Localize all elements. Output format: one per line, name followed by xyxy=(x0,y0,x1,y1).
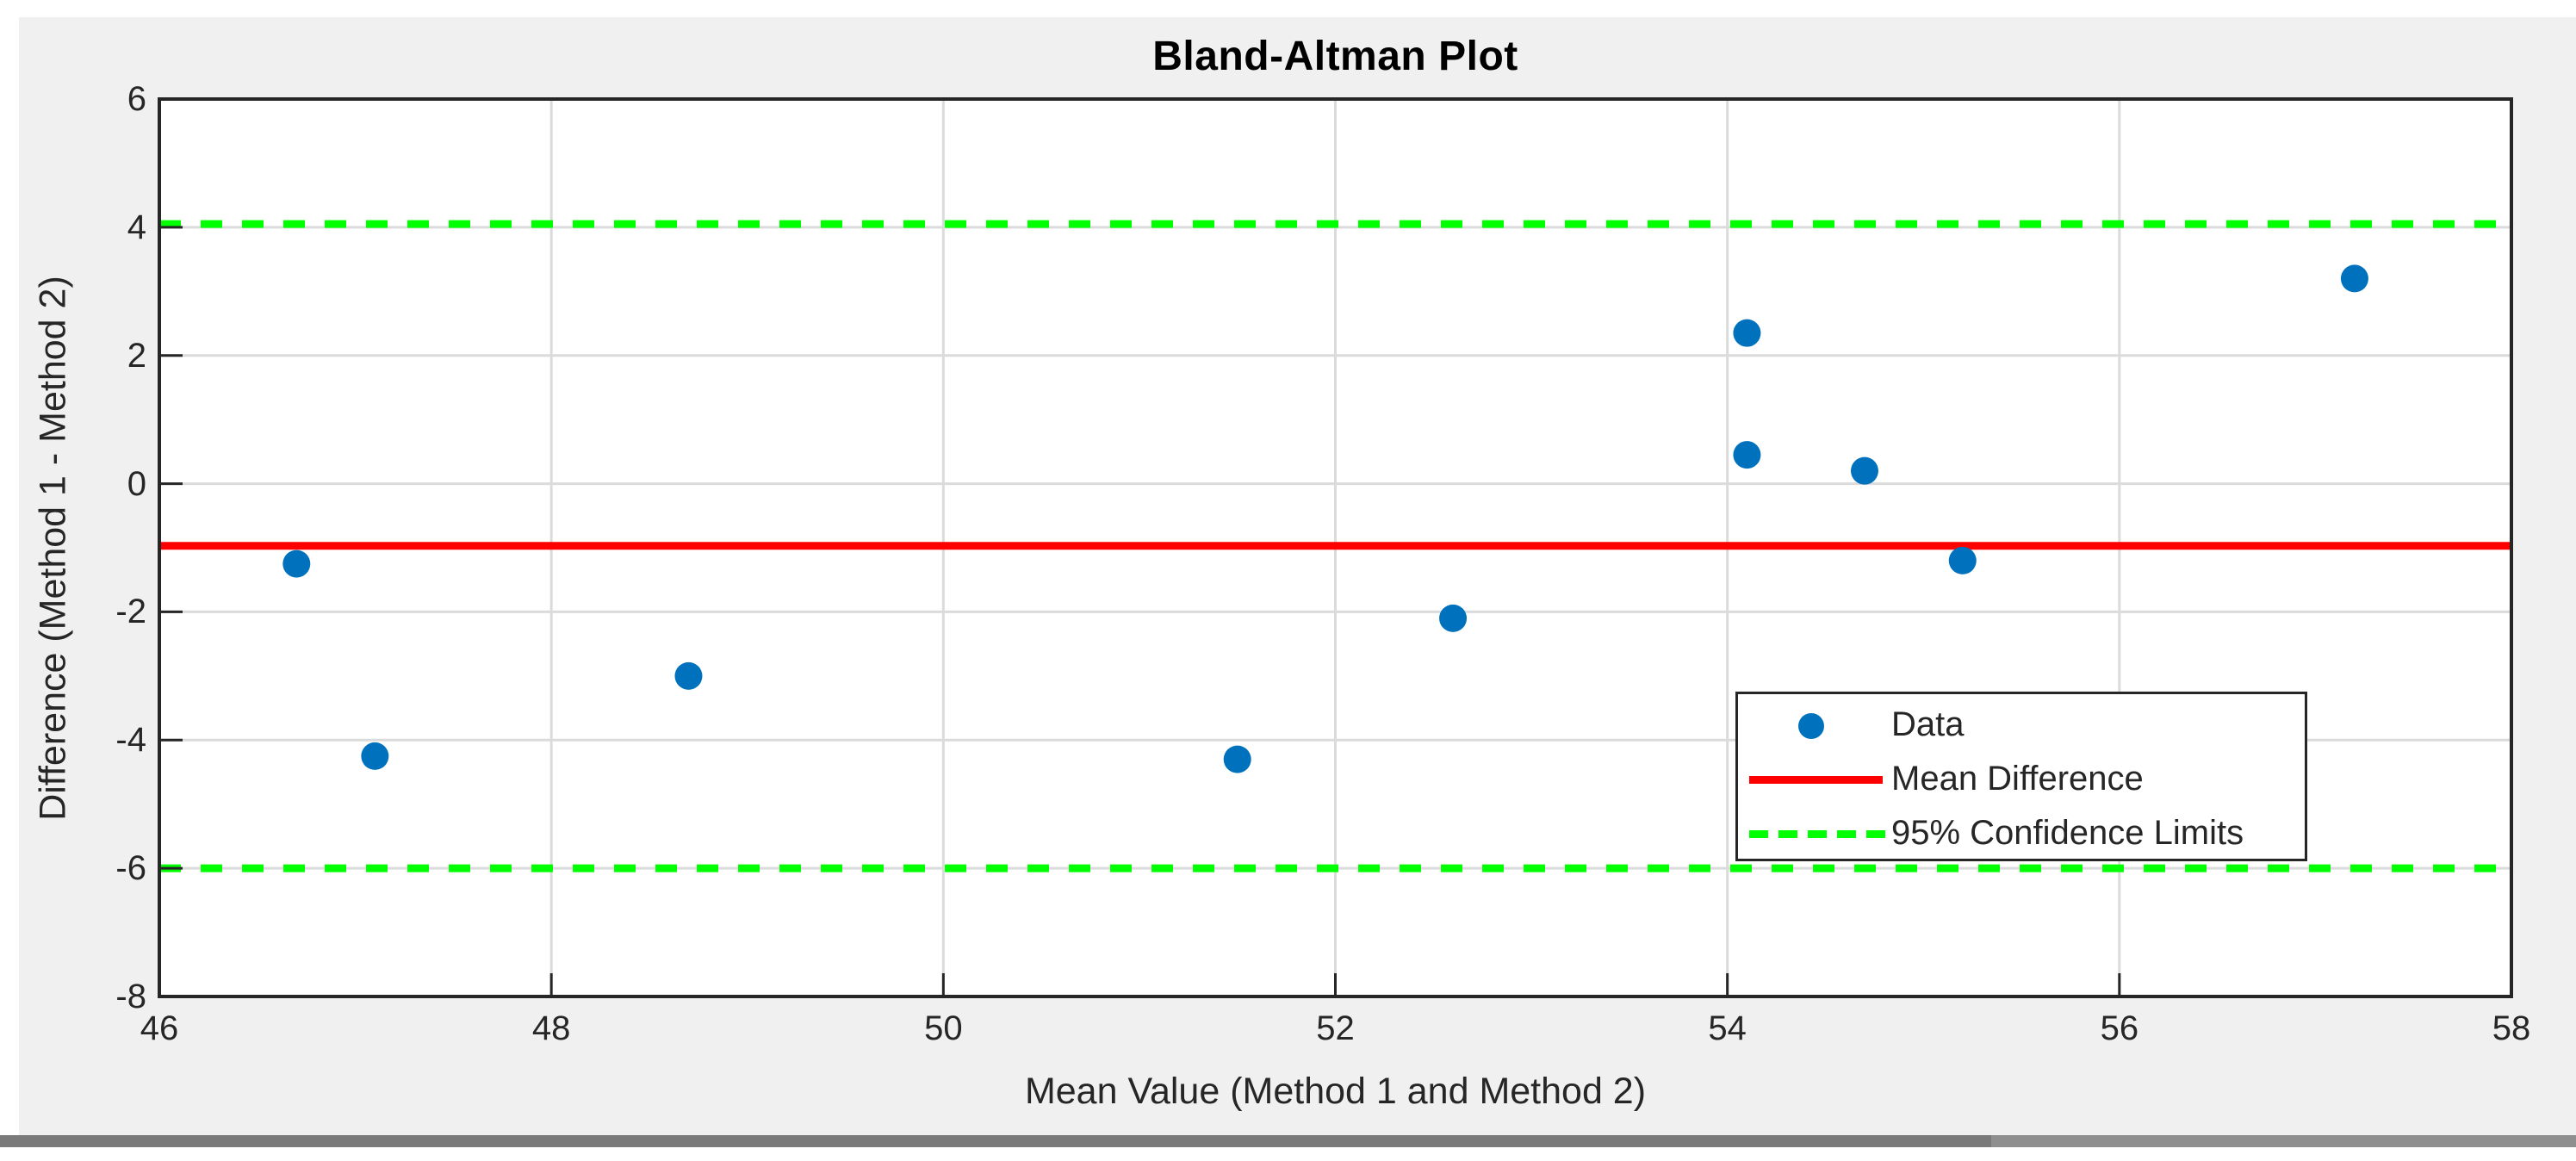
x-tick-label-48: 48 xyxy=(531,1009,571,1047)
legend-label-mean-difference: Mean Difference xyxy=(1891,760,2144,798)
y-axis-label: Difference (Method 1 - Method 2) xyxy=(32,276,74,821)
horizontal-scrollbar[interactable] xyxy=(0,1135,2576,1147)
x-tick-label-54: 54 xyxy=(1708,1009,1747,1047)
x-axis-label: Mean Value (Method 1 and Method 2) xyxy=(1024,1071,1647,1112)
y-tick-label--6: -6 xyxy=(115,849,146,888)
y-tick-label-4: 4 xyxy=(127,208,146,246)
legend-data-marker-icon xyxy=(1798,713,1824,739)
scrollbar-thumb[interactable] xyxy=(0,1135,1991,1147)
y-tick-label--2: -2 xyxy=(115,593,146,631)
x-tick-label-50: 50 xyxy=(924,1009,963,1047)
y-tick-label-0: 0 xyxy=(127,464,146,503)
legend-label-data: Data xyxy=(1891,705,1965,743)
x-tick-label-58: 58 xyxy=(2492,1009,2531,1047)
legend-box: Data Mean Difference 95% Confidence Limi… xyxy=(1735,692,2307,861)
legend-label-confidence-limits: 95% Confidence Limits xyxy=(1891,814,2244,852)
y-tick-label--8: -8 xyxy=(115,978,146,1015)
chart-title: Bland-Altman Plot xyxy=(1152,34,1518,79)
y-tick-label-2: 2 xyxy=(127,336,146,375)
y-tick-label-6: 6 xyxy=(127,80,146,118)
legend-mean-line-icon xyxy=(1749,776,1883,784)
x-tick-label-46: 46 xyxy=(140,1009,179,1047)
x-tick-label-52: 52 xyxy=(1316,1009,1355,1047)
y-tick-label--4: -4 xyxy=(115,721,146,760)
x-tick-label-56: 56 xyxy=(2100,1009,2139,1047)
